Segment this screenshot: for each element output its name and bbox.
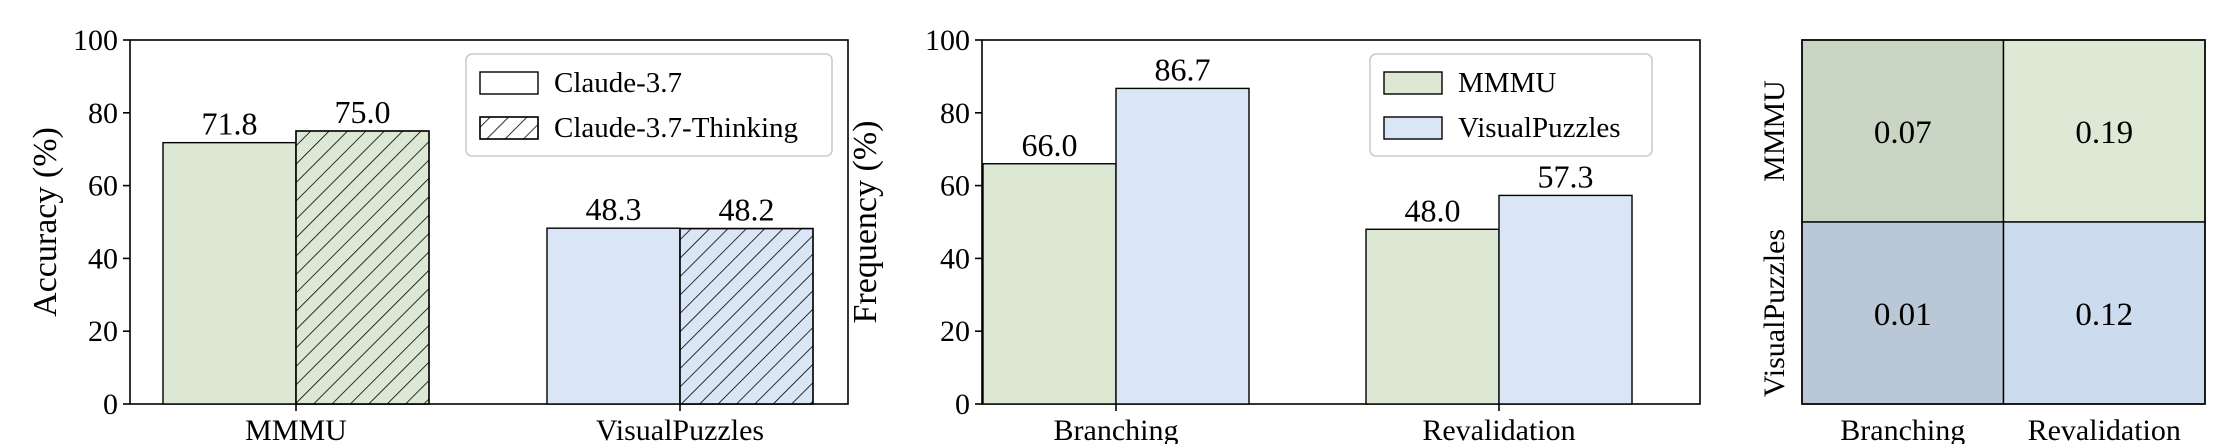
- y-tick-label: 20: [940, 315, 970, 348]
- y-tick-label: 60: [88, 170, 118, 203]
- bar: [162, 141, 297, 405]
- heatmap-row-label: MMMU: [1758, 80, 1791, 182]
- bar: [982, 163, 1117, 405]
- heatmap-frame: [1801, 39, 2206, 405]
- legend-label: MMMU: [1458, 67, 1556, 99]
- legend-label: Claude-3.7-Thinking: [554, 112, 798, 144]
- heatmap-cell-value: 0.01: [1874, 297, 1932, 333]
- heatmap-cell-value: 0.12: [2075, 297, 2133, 333]
- y-tick-label: 40: [88, 242, 118, 275]
- bar-value-label: 48.0: [1405, 192, 1461, 228]
- heatmap-cell-value: 0.19: [2075, 115, 2133, 151]
- accuracy-chart: 0 20 40 60 80 100 Accuracy (%) MMMU 71.8 75.0 Visu…: [27, 24, 849, 444]
- x-tick-label: Revalidation: [1422, 414, 1575, 444]
- legend-swatch: [1383, 116, 1443, 140]
- bar-value-label: 86.7: [1155, 51, 1211, 87]
- heatmap-row-label: VisualPuzzles: [1758, 229, 1791, 397]
- heatmap-column-label: Revalidation: [2028, 414, 2181, 444]
- y-axis-label: Accuracy (%): [27, 127, 64, 317]
- frequency-chart: 0 20 40 60 80 100 Frequency (%) Branching 66.0 86…: [847, 24, 1701, 444]
- heatmap-cell: [1801, 39, 2005, 223]
- y-axis-label: Frequency (%): [847, 121, 884, 324]
- bar-value-label: 48.3: [586, 191, 642, 227]
- bar: [546, 227, 681, 405]
- y-tick-label: 80: [88, 97, 118, 130]
- y-tick-label: 100: [73, 24, 118, 57]
- y-tick-label: 0: [103, 388, 118, 421]
- x-tick-label: Branching: [1054, 414, 1179, 444]
- y-tick-label: 0: [955, 388, 970, 421]
- bar-hatch: [679, 227, 814, 405]
- bar: [1365, 228, 1500, 405]
- plot-frame: [129, 39, 849, 405]
- y-tick-label: 60: [940, 170, 970, 203]
- heatmap-cell: [2002, 221, 2206, 405]
- bar-value-label: 66.0: [1022, 127, 1078, 163]
- legend-label: VisualPuzzles: [1458, 112, 1621, 144]
- plot-frame: [981, 39, 1701, 405]
- bar: [1115, 87, 1250, 405]
- bar-hatch: [295, 130, 430, 405]
- bar-value-label: 48.2: [719, 192, 775, 228]
- legend-swatch: [479, 71, 539, 95]
- legend-swatch-hatch: [479, 116, 539, 140]
- heatmap-cell-value: 0.07: [1874, 115, 1932, 151]
- legend-box: [465, 53, 833, 157]
- bar-value-label: 57.3: [1538, 158, 1594, 194]
- x-tick-label: VisualPuzzles: [596, 414, 764, 444]
- bar-value-label: 71.8: [202, 106, 258, 142]
- bar-value-label: 75.0: [335, 94, 391, 130]
- legend-swatch: [1383, 71, 1443, 95]
- legend-label: Claude-3.7: [554, 67, 682, 99]
- x-tick-label: MMMU: [245, 414, 347, 444]
- heatmap-cell: [1801, 221, 2005, 405]
- y-tick-label: 100: [925, 24, 970, 57]
- y-tick-label: 80: [940, 97, 970, 130]
- bar: [1498, 194, 1633, 405]
- y-tick-label: 20: [88, 315, 118, 348]
- heatmap-column-label: Branching: [1840, 414, 1965, 444]
- y-tick-label: 40: [940, 242, 970, 275]
- correlation-heatmap: 0.07 0.19 MMMU 0.01 0.12 VisualPuzzles Branchi…: [1758, 39, 2206, 444]
